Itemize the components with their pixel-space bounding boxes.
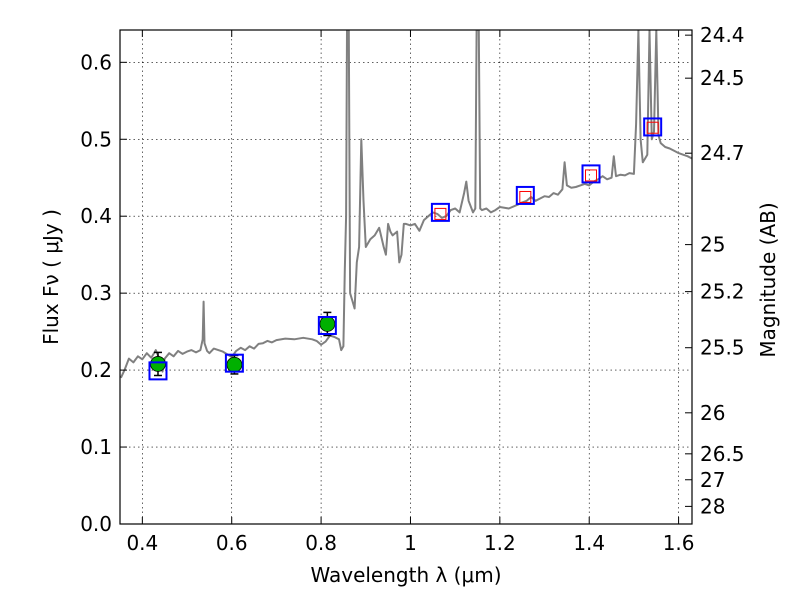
x-tick-label: 0.4 <box>126 531 158 555</box>
x-axis-title: Wavelength λ (μm) <box>310 563 501 587</box>
y2-tick-label: 26 <box>700 401 725 425</box>
y-axis-title: Flux Fν ( μJy ) <box>39 209 63 345</box>
plot-area <box>120 30 692 381</box>
y-tick-label: 0.6 <box>80 50 112 74</box>
y2-tick-label: 25.5 <box>700 336 745 360</box>
x-tick-label: 1.4 <box>573 531 605 555</box>
upper-limit-square <box>646 121 659 134</box>
y2-tick-label: 25 <box>700 233 725 257</box>
observed-flux-point <box>150 356 166 372</box>
upper-limit-square <box>585 169 598 182</box>
model-photometry-square <box>643 117 663 137</box>
y-tick-label: 0.0 <box>80 512 112 536</box>
x-tick-label: 1.2 <box>484 531 516 555</box>
x-tick-label: 0.8 <box>305 531 337 555</box>
y2-tick-label: 26.5 <box>700 442 745 466</box>
y-tick-label: 0.2 <box>80 358 112 382</box>
grid <box>120 30 692 525</box>
y2-axis-title: Magnitude (AB) <box>756 202 780 357</box>
plot-frame <box>119 29 693 525</box>
y2-tick-label: 24.4 <box>700 23 745 47</box>
x-tick-label: 1 <box>404 531 417 555</box>
model-photometry-square <box>581 164 601 184</box>
model-photometry-square <box>224 353 244 373</box>
x-tick-label: 0.6 <box>216 531 248 555</box>
y2-tick-label: 24.7 <box>700 141 745 165</box>
y-tick-label: 0.4 <box>80 204 112 228</box>
x-tick-label: 1.6 <box>663 531 695 555</box>
y-tick-label: 0.1 <box>80 435 112 459</box>
y2-tick-label: 28 <box>700 494 725 518</box>
upper-limit-square <box>434 207 447 220</box>
spectrum-line <box>120 30 692 379</box>
y2-tick-label: 27 <box>700 468 725 492</box>
observed-flux-point <box>319 316 336 332</box>
axes-ticks: 0.4 0.6 0.8 1 1.2 1.4 1.6 0.0 0.1 0.2 0.3 0.4 0.5 0.6… <box>80 23 744 555</box>
y2-tick-label: 24.5 <box>700 66 745 90</box>
model-photometry-square <box>515 185 535 205</box>
model-photometry-square <box>317 315 337 335</box>
y-tick-label: 0.5 <box>80 127 112 151</box>
y-tick-label: 0.3 <box>80 281 112 305</box>
model-photometry-square <box>148 361 168 381</box>
y2-tick-label: 25.2 <box>700 280 745 304</box>
model-photometry-square <box>430 202 450 222</box>
observed-flux-point <box>226 356 243 373</box>
upper-limit-square <box>519 190 532 203</box>
